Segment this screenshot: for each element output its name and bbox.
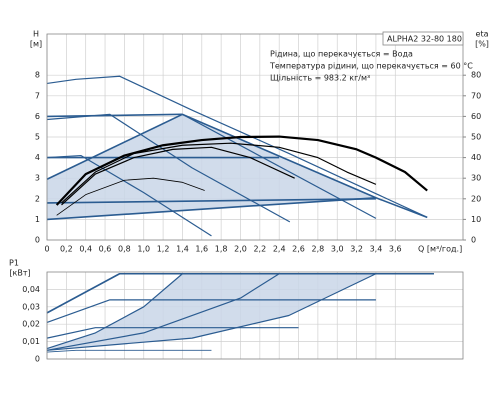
x-tick-label: 1,6 [195,245,208,254]
efficiency-curve [61,146,295,206]
performance-curve [182,113,377,219]
performance-curve [46,273,280,351]
y-tick-label: 5 [35,133,40,142]
x-tick-label: 0,2 [60,245,73,254]
y-axis-label: H [33,30,39,39]
annotation: Щільність = 983.2 кг/м³ [270,74,370,83]
x-tick-label: 1,4 [176,245,189,254]
x-tick-label: 2,2 [253,245,266,254]
y-axis-unit: [кВт] [9,269,30,278]
y2-tick-label: 80 [471,71,481,80]
performance-curve [46,196,376,221]
x-tick-label: 2,8 [312,245,325,254]
performance-curve [46,113,183,180]
y2-tick-label: 30 [471,174,481,183]
x-tick-label: 3,0 [331,245,344,254]
y-tick-label: 0,02 [22,320,40,329]
x-tick-label: 0,4 [79,245,92,254]
y2-axis-unit: [%] [475,40,489,49]
annotation: Температура рідини, що перекачується = 6… [269,62,473,71]
model-box [382,31,464,46]
performance-curve [46,349,212,353]
performance-curve [46,272,434,314]
efficiency-curve [61,142,377,204]
x-tick-label: 3,2 [350,245,363,254]
y-tick-label: 0 [35,355,40,364]
y-tick-label: 0 [35,236,40,245]
y-tick-label: 7 [35,91,40,100]
x-tick-label: 2,6 [292,245,305,254]
x-tick-label: 1,0 [137,245,150,254]
x-tick-label: 0,8 [118,245,131,254]
plots: 0 0,2 0,4 0,6 0,8 1,0 1,2 1,4 1,6 1,8 2,0 2,2 2,4 2,6… [9,30,489,364]
x-tick-label: 3,4 [370,245,383,254]
efficiency-curve [56,177,205,216]
x-tick-label: 1,8 [215,245,228,254]
y2-tick-label: 0 [471,236,476,245]
plot-frame [46,271,464,360]
y-axis-label: P1 [9,259,19,268]
y-axis-unit: [м] [30,40,42,49]
y2-tick-label: 20 [471,194,481,203]
y-tick-label: 3 [35,174,40,183]
performance-curve [46,75,428,218]
annotation: Рідина, що перекачується = Вода [270,50,413,59]
y-tick-label: 1 [35,215,40,224]
y-tick-label: 0,04 [22,285,40,294]
performance-curve [46,198,376,204]
performance-curve [46,154,212,237]
x-tick-label: 2,0 [234,245,247,254]
performance-curve [46,113,183,118]
performance-curve [182,113,428,219]
x-tick-label: 3,6 [389,245,402,254]
y2-tick-label: 60 [471,112,481,121]
y2-tick-label: 10 [471,215,481,224]
efficiency-curve [55,135,428,206]
y-tick-label: 6 [35,112,40,121]
x-axis-label: Q [м³/год.] [418,245,462,254]
y2-tick-label: 70 [471,91,481,100]
x-tick-label: 0,6 [99,245,112,254]
performance-curve [46,299,376,324]
y-tick-label: 0,03 [22,302,40,311]
x-tick-label: 2,4 [273,245,286,254]
y2-tick-label: 50 [471,133,481,142]
x-tick-label: 0 [44,245,49,254]
operating-area [47,273,376,351]
performance-curve [46,113,291,223]
y-tick-label: 8 [35,71,40,80]
y-tick-label: 0,01 [22,337,40,346]
plot-frame [46,33,464,241]
performance-curve [46,273,377,351]
y2-tick-label: 40 [471,153,481,162]
y2-axis-label: eta [476,30,489,39]
model-name: ALPHA2 32-80 180 [387,35,462,44]
y-tick-label: 2 [35,194,40,203]
x-tick-label: 1,2 [157,245,170,254]
y-tick-label: 4 [35,153,40,162]
performance-curve [46,327,299,339]
performance-curve [46,273,183,350]
